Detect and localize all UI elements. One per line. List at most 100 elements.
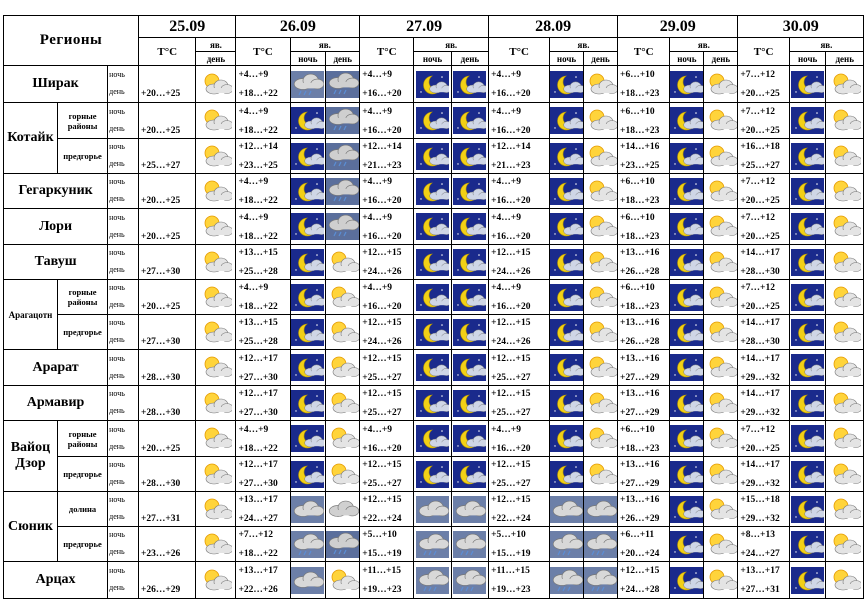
temp-cell: +6…+10 +18…+23 bbox=[617, 102, 671, 139]
temp-cell: +14…+17 +29…+32 bbox=[737, 456, 790, 492]
moon-icon bbox=[450, 349, 490, 386]
moon-icon bbox=[669, 65, 705, 103]
night-day-labels: ночь день bbox=[107, 208, 139, 245]
temp-day: +25…+27 bbox=[491, 408, 531, 418]
region-name: Лори bbox=[2, 208, 109, 245]
sun-cloud-icon bbox=[195, 491, 237, 527]
temp-cell: +14…+17 +28…+30 bbox=[737, 314, 790, 350]
night-label: ночь bbox=[109, 212, 125, 222]
sun-cloud-icon bbox=[583, 244, 619, 280]
temp-day: +24…+28 bbox=[620, 585, 660, 595]
sun-cloud-icon bbox=[583, 208, 619, 245]
temp-night: +7…+12 bbox=[740, 177, 775, 187]
temp-night: +4…+9 bbox=[238, 106, 269, 117]
moon-icon bbox=[669, 456, 705, 492]
temp-cell: +13…+16 +26…+28 bbox=[617, 244, 671, 280]
moon-icon bbox=[788, 279, 827, 315]
night-subheader: ночь bbox=[413, 51, 452, 66]
moon-icon bbox=[450, 244, 490, 280]
temp-night: +4…+9 bbox=[238, 283, 269, 293]
forecast-table: Регионы 25.09 26.09 27.09 28.09 29.09 30.09 T°C… bbox=[2, 15, 864, 599]
night-label: ночь bbox=[109, 530, 125, 539]
sun-cloud-icon bbox=[583, 173, 619, 209]
temp-cell: +12…+15 +24…+26 bbox=[488, 244, 551, 280]
moon-icon bbox=[413, 244, 452, 280]
temp-cell: +20…+25 bbox=[137, 65, 197, 103]
temp-night: +12…+17 bbox=[238, 389, 278, 399]
temp-day: +15…+19 bbox=[362, 549, 402, 559]
night-label: ночь bbox=[109, 566, 125, 575]
temp-cell: +6…+10 +18…+23 bbox=[617, 208, 671, 245]
temp-cell: +5…+10 +15…+19 bbox=[359, 526, 415, 562]
night-cloud-rain-icon bbox=[583, 561, 619, 599]
temp-night: +12…+15 bbox=[362, 248, 402, 258]
day-label: день bbox=[109, 87, 125, 96]
temp-cell: +13…+17 +27…+31 bbox=[737, 561, 790, 599]
temp-day: +18…+23 bbox=[620, 196, 660, 206]
temp-cell: +23…+26 bbox=[137, 526, 197, 562]
sun-cloud-icon bbox=[583, 456, 619, 492]
temp-day: +16…+20 bbox=[491, 443, 531, 454]
temp-night: +4…+9 bbox=[238, 424, 269, 435]
temp-night: +4…+9 bbox=[362, 177, 393, 187]
temp-night: +13…+16 bbox=[620, 389, 660, 399]
moon-icon bbox=[289, 173, 327, 209]
temp-night: +4…+9 bbox=[362, 424, 393, 435]
temp-cell: +12…+15 +22…+24 bbox=[488, 491, 551, 527]
temp-cell: +4…+9 +16…+20 bbox=[488, 208, 551, 245]
temp-day: +28…+30 bbox=[140, 479, 181, 489]
moon-icon bbox=[549, 349, 585, 386]
temp-cell: +13…+15 +25…+28 bbox=[235, 244, 291, 280]
temp-day: +18…+22 bbox=[238, 196, 278, 206]
temp-cell: +4…+9 +16…+20 bbox=[359, 420, 415, 457]
moon-icon bbox=[788, 491, 827, 527]
sun-cloud-icon bbox=[583, 65, 619, 103]
night-day-labels: ночь день bbox=[107, 279, 139, 315]
temp-cell: +12…+15 +25…+27 bbox=[488, 385, 551, 421]
temp-night: +4…+9 bbox=[491, 424, 521, 435]
subregion-name: предгорье bbox=[56, 314, 109, 350]
temp-day: +27…+30 bbox=[238, 479, 278, 489]
temp-night: +12…+15 bbox=[620, 566, 660, 576]
temp-day: +21…+23 bbox=[491, 161, 531, 171]
sun-cloud-icon bbox=[703, 138, 739, 174]
temp-day: +18…+23 bbox=[620, 231, 660, 242]
night-day-labels: ночь день bbox=[107, 138, 139, 174]
moon-icon bbox=[788, 173, 827, 209]
moon-icon bbox=[413, 385, 452, 421]
temp-cell: +13…+16 +27…+29 bbox=[617, 349, 671, 386]
temp-day: +16…+20 bbox=[362, 231, 402, 242]
temp-cell: +12…+15 +24…+26 bbox=[359, 244, 415, 280]
temp-day: +18…+22 bbox=[238, 549, 278, 559]
phenomenon-header: яв. bbox=[195, 37, 237, 52]
temp-cell: +4…+9 +16…+20 bbox=[488, 65, 551, 103]
day-label: день bbox=[109, 583, 125, 592]
temp-cell: +20…+25 bbox=[137, 102, 197, 139]
temp-night: +14…+16 bbox=[620, 142, 660, 152]
temp-cell: +12…+17 +27…+30 bbox=[235, 349, 291, 386]
sun-cloud-icon bbox=[825, 314, 864, 350]
temp-day: +20…+25 bbox=[140, 196, 181, 206]
moon-icon bbox=[549, 279, 585, 315]
moon-icon bbox=[788, 102, 827, 139]
temp-night: +12…+15 bbox=[491, 460, 531, 470]
temp-night: +6…+10 bbox=[620, 424, 655, 435]
night-day-labels: ночь день bbox=[107, 420, 139, 457]
temp-header: T°C bbox=[359, 37, 415, 66]
night-subheader: ночь bbox=[289, 51, 327, 66]
moon-icon bbox=[549, 138, 585, 174]
temp-cell: +7…+12 +20…+25 bbox=[737, 208, 790, 245]
temp-day: +16…+20 bbox=[491, 302, 531, 312]
region-name: Арарат bbox=[2, 349, 109, 386]
header-row-dates: Регионы 25.09 26.09 27.09 28.09 29.09 30.09 bbox=[3, 15, 864, 66]
temp-cell: +11…+15 +19…+23 bbox=[359, 561, 415, 599]
sun-cloud-icon bbox=[195, 526, 237, 562]
temp-header: T°C bbox=[617, 37, 671, 66]
sun-cloud-icon bbox=[583, 420, 619, 457]
temp-night: +12…+14 bbox=[491, 142, 531, 152]
moon-icon bbox=[450, 138, 490, 174]
moon-icon bbox=[788, 138, 827, 174]
temp-day: +18…+22 bbox=[238, 231, 278, 242]
night-day-labels: ночь день bbox=[107, 561, 139, 599]
sun-cloud-icon bbox=[325, 420, 361, 457]
